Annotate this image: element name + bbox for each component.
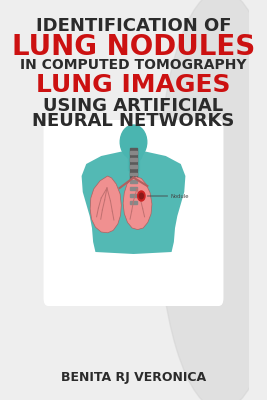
- Text: LUNG IMAGES: LUNG IMAGES: [36, 73, 231, 97]
- Polygon shape: [82, 148, 185, 254]
- Bar: [130, 166, 137, 168]
- Polygon shape: [90, 176, 121, 233]
- Bar: [130, 148, 137, 208]
- Bar: [128, 148, 139, 170]
- Bar: [130, 201, 137, 204]
- Text: IN COMPUTED TOMOGRAPHY: IN COMPUTED TOMOGRAPHY: [20, 58, 247, 72]
- Ellipse shape: [127, 144, 143, 162]
- Ellipse shape: [120, 125, 147, 159]
- Bar: [130, 158, 137, 161]
- Bar: [130, 187, 137, 190]
- Text: NEURAL NETWORKS: NEURAL NETWORKS: [32, 112, 235, 130]
- Polygon shape: [123, 177, 152, 230]
- Ellipse shape: [139, 193, 143, 199]
- Text: BENITA RJ VERONICA: BENITA RJ VERONICA: [61, 372, 206, 384]
- Bar: [130, 180, 137, 182]
- FancyBboxPatch shape: [44, 120, 223, 306]
- Text: LUNG NODULES: LUNG NODULES: [12, 33, 255, 61]
- Text: USING ARTIFICIAL: USING ARTIFICIAL: [44, 97, 223, 115]
- Ellipse shape: [158, 0, 267, 400]
- Bar: [130, 173, 137, 176]
- Bar: [130, 151, 137, 154]
- Text: Nodule: Nodule: [171, 194, 189, 198]
- Bar: [130, 194, 137, 197]
- Text: IDENTIFICATION OF: IDENTIFICATION OF: [36, 17, 231, 35]
- Ellipse shape: [138, 191, 145, 201]
